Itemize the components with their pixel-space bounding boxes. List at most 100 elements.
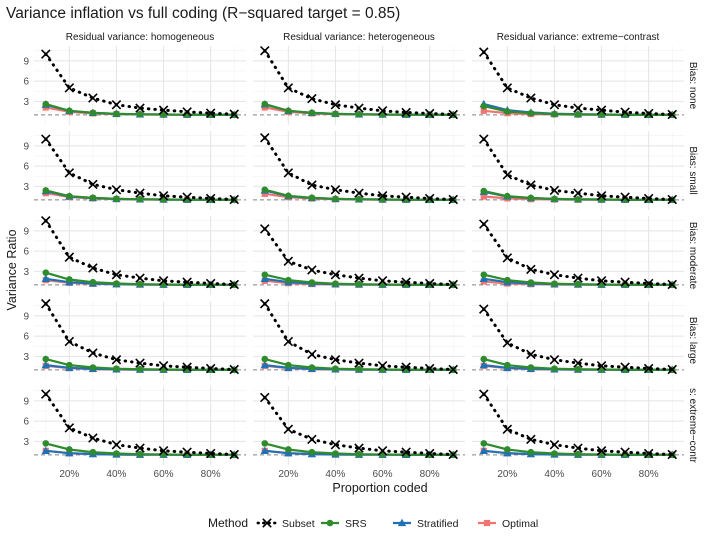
subset-point [526,264,536,275]
subset-point [283,256,294,267]
subset-point [205,448,216,459]
facet-panel: 20% 40% 60% 80% [472,386,684,480]
srs-point [42,355,50,363]
subset-point [377,191,388,201]
subset-point [667,364,677,375]
srs-point [551,280,558,287]
subset-point [330,439,341,450]
srs-point [355,111,363,118]
srs-point [113,195,120,203]
y-tick-label: 9 [23,141,29,152]
stratified-point [397,518,407,527]
y-tick-label: 3 [23,97,29,108]
subset-point [526,434,536,445]
subset-point [307,434,317,445]
stratified-point [479,360,488,369]
facet-panel [253,216,465,295]
stratified-point [260,274,269,282]
row-strip-label: Bias: small [687,146,698,194]
subset-point [401,277,411,287]
subset-point [643,278,654,289]
subset-point [88,263,98,273]
subset-point [573,103,583,113]
subset-point [573,358,583,368]
stratified-point [260,446,269,454]
srs-point [504,276,511,284]
srs-point [89,109,97,117]
x-tick-label: 80% [201,469,221,480]
subset-point [283,424,294,434]
subset-point [64,336,75,347]
srs-point [42,269,50,277]
subset-point [330,184,341,195]
subset-point [667,449,677,460]
subset-point [111,439,122,450]
x-tick-label: 20% [497,469,517,480]
legend-label: Optimal [502,518,538,530]
srs-point [261,440,269,447]
subset-point [596,191,607,201]
x-axis-title: Proportion coded [332,481,427,495]
subset-point [667,194,677,205]
subset-point [41,389,51,399]
subset-point [260,392,270,403]
subset-point [424,108,435,119]
srs-point [574,450,582,458]
srs-point [136,196,144,203]
srs-point [308,279,316,286]
stratified-point [479,446,488,454]
y-tick-label: 6 [23,417,29,428]
subset-point [88,433,98,443]
srs-point [136,111,144,118]
subset-point [526,180,536,190]
subset-point [88,179,98,190]
stratified-point [41,274,50,282]
facet-panel: 3 6 9 [23,131,246,210]
subset-point [41,215,51,226]
subset-point [283,168,294,178]
subset-point [667,279,677,290]
subset-point [573,273,583,283]
srs-point [480,440,488,447]
subset-point [182,277,192,287]
subset-point [229,279,239,290]
facet-panel [253,45,465,125]
subset-point [158,361,169,371]
subset-point [596,361,607,371]
facet-panel: 3 6 9 [23,215,246,295]
subset-point [135,443,145,453]
subset-point [424,448,435,459]
subset-point [260,224,270,234]
row-strip-label: Bias: large [687,317,698,365]
srs-point [527,279,535,286]
srs-point [574,280,582,288]
srs-point [261,186,269,194]
y-axis-title: Variance Ratio [5,229,19,310]
y-tick-label: 9 [23,226,29,237]
subset-point [182,447,192,457]
y-tick-label: 9 [23,311,29,322]
srs-point [551,110,558,118]
legend-item: Optimal [478,518,538,530]
x-tick-label: 60% [592,469,612,480]
srs-point [480,271,488,279]
y-tick-label: 3 [23,267,29,278]
subset-point [401,107,411,118]
subset-point [182,362,192,372]
srs-point [504,361,511,369]
subset-point [307,349,317,360]
srs-point [551,450,558,457]
legend-label: SRS [345,518,367,530]
subset-point [620,107,630,117]
subset-point [158,276,169,286]
subset-point [377,446,388,456]
subset-point [182,107,192,117]
srs-point [113,110,120,118]
srs-point [285,361,292,369]
srs-point [527,448,535,456]
subset-point [549,99,560,110]
srs-point [89,448,97,456]
srs-point [308,109,316,117]
subset-point [596,276,607,286]
facet-panel: 3 6 9 [23,46,246,125]
